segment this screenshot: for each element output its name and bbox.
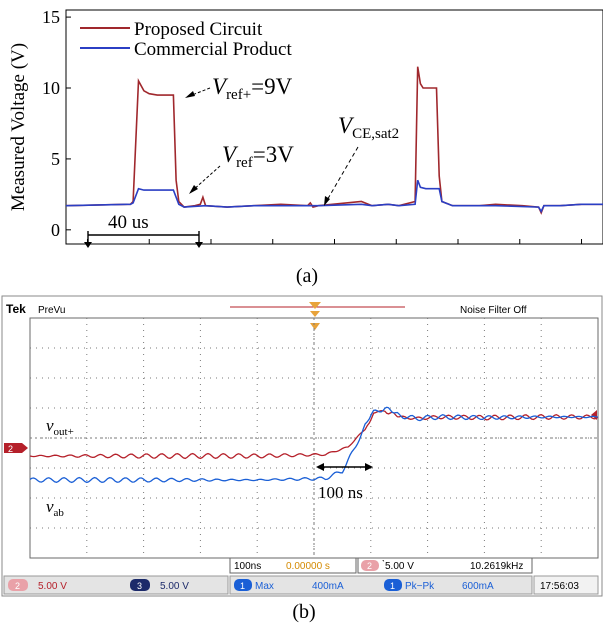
scope-status-row-1: 100ns 0.00000 s 2 ̀5.00 V 10.2619kHz xyxy=(229,557,533,574)
time-span-100ns-label: 100 ns xyxy=(318,483,363,502)
y-tick-label: 15 xyxy=(42,7,60,27)
scope-timebase: 100ns xyxy=(234,561,261,572)
series-line-commercial xyxy=(65,179,603,214)
annotation-vref-plus: Vref+=9V xyxy=(185,74,293,103)
time-span-100ns: 100 ns xyxy=(316,463,373,502)
svg-text:Vref+=9V: Vref+=9V xyxy=(212,74,293,103)
label-vout-main: v xyxy=(46,416,54,435)
scope-m1-num: 1 xyxy=(240,581,245,591)
scope-trigger-pos: 0.00000 s xyxy=(286,561,330,572)
scope-frame xyxy=(1,295,603,597)
scope-freq: 10.2619kHz xyxy=(470,561,523,572)
panel-a-legend: Proposed Circuit Commercial Product xyxy=(80,19,292,60)
time-span-40us-label: 40 us xyxy=(108,212,149,233)
vref-arrowhead xyxy=(189,185,198,194)
right-level-marker xyxy=(591,410,597,420)
y-tick-label: 0 xyxy=(51,220,60,240)
scope-trig-channel: 2 xyxy=(367,561,372,571)
vref-plus-main: V xyxy=(212,74,229,99)
series-line-proposed xyxy=(65,66,603,215)
scope-brand: Tek xyxy=(6,302,26,316)
scope-status-row-2: 2 5.00 V 3 5.00 V 1 Max 400mA 1 Pk−Pk 60… xyxy=(3,575,599,595)
span-40us-right-head xyxy=(195,242,203,248)
span-40us-left-head xyxy=(84,242,92,248)
vref-main: V xyxy=(222,142,239,167)
vce-sub: CE,sat2 xyxy=(352,126,399,142)
scope-graticule xyxy=(30,318,598,558)
caption-b: (b) xyxy=(292,601,315,623)
scope-trig-level: ̀5.00 V xyxy=(382,559,414,572)
vref-rest: =3V xyxy=(253,142,294,167)
panel-b-series xyxy=(29,406,599,484)
label-vout-sub: out+ xyxy=(54,426,74,438)
vref-plus-rest: =9V xyxy=(251,74,292,99)
scope-ch3-num: 3 xyxy=(137,581,142,591)
label-vab-main: v xyxy=(46,497,54,516)
svg-text:VCE,sat2: VCE,sat2 xyxy=(338,113,399,142)
scope-m2-name: Pk−Pk xyxy=(405,581,435,592)
vref-plus-arrowhead xyxy=(185,91,195,98)
legend-label-proposed: Proposed Circuit xyxy=(134,19,263,40)
y-tick-label: 5 xyxy=(51,149,60,169)
svg-text:Vref=3V: Vref=3V xyxy=(222,142,294,171)
label-vout: vout+ xyxy=(46,416,74,438)
ch2-marker-label: 2 xyxy=(8,444,13,454)
vce-arrowhead xyxy=(324,196,330,206)
scope-ch2-num: 2 xyxy=(15,581,20,591)
vref-plus-sub: ref+ xyxy=(226,87,251,103)
caption-a: (a) xyxy=(296,265,318,287)
scope-ch3-scale: 5.00 V xyxy=(160,581,189,592)
scope-trigger-marker xyxy=(309,302,321,330)
time-span-40us: 40 us xyxy=(84,212,203,248)
vce-arrow xyxy=(325,146,359,203)
vref-sub: ref xyxy=(236,155,253,171)
annotation-vce: VCE,sat2 xyxy=(324,113,399,206)
scope-m2-num: 1 xyxy=(390,581,395,591)
vce-main: V xyxy=(338,113,355,138)
panel-a-series xyxy=(65,66,603,215)
label-vab: vab xyxy=(46,497,64,519)
trace-vab xyxy=(29,406,599,484)
panel-a-chart: 0 5 10 15 Measured Voltage (V) Proposed Cir… xyxy=(8,7,603,287)
trace-vout xyxy=(29,410,599,460)
scope-mode: PreVu xyxy=(38,305,65,316)
annotation-vref: Vref=3V xyxy=(189,142,294,194)
panel-a-x-ticks xyxy=(86,239,583,244)
scope-clock: 17:56:03 xyxy=(540,581,579,592)
scope-m1-name: Max xyxy=(255,581,274,592)
label-vab-sub: ab xyxy=(54,507,65,519)
scope-noise-filter: Noise Filter Off xyxy=(460,305,527,316)
panel-a-y-axis-label: Measured Voltage (V) xyxy=(8,43,29,211)
panel-a-y-ticks: 0 5 10 15 xyxy=(42,7,71,240)
scope-m1-val: 400mA xyxy=(312,581,344,592)
legend-label-commercial: Commercial Product xyxy=(134,39,292,60)
scope-ch2-scale: 5.00 V xyxy=(38,581,67,592)
panel-b-oscilloscope: Tek PreVu Noise Filter Off 2 vout+ vab 1… xyxy=(1,295,603,623)
ch2-marker: 2 xyxy=(4,443,28,454)
scope-m2-val: 600mA xyxy=(462,581,494,592)
vref-arrow xyxy=(191,165,221,192)
y-tick-label: 10 xyxy=(42,78,60,98)
